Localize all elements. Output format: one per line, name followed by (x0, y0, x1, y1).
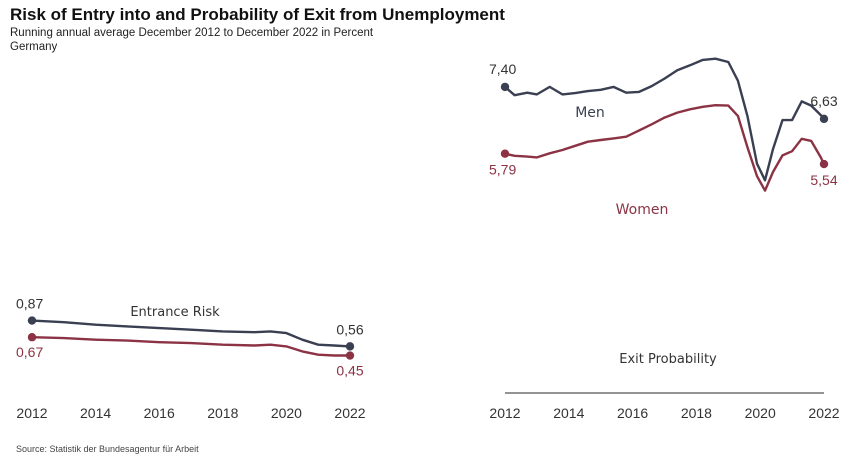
end-point-women (819, 159, 829, 169)
panel-title: Exit Probability (619, 352, 717, 367)
x-tick-label: 2022 (808, 405, 839, 421)
start-point-women (27, 333, 37, 342)
series-line-women (503, 103, 826, 192)
x-tick-label: 2020 (271, 405, 302, 421)
x-tick-label: 2022 (334, 405, 365, 421)
chart-title: Risk of Entry into and Probability of Ex… (10, 5, 505, 24)
panel-entrance-risk: Entrance Risk 2012 2014 2016 2018 2020 2022 0,8… (16, 296, 366, 421)
start-value-label-women: 5,79 (489, 162, 516, 178)
start-value-label-men: 7,40 (489, 61, 516, 77)
x-tick-label: 2012 (16, 405, 47, 421)
x-tick-label: 2020 (745, 405, 776, 421)
start-point-men (500, 82, 510, 92)
series-name-women: Women (616, 202, 669, 218)
source-note: Source: Statistik der Bundesagentur für … (16, 444, 199, 454)
x-tick-label: 2018 (207, 405, 238, 421)
chart-region: Germany (10, 41, 58, 53)
end-value-label-women: 0,45 (336, 363, 363, 379)
end-point-women (345, 351, 355, 360)
series-name-men: Men (575, 105, 605, 121)
x-tick-label: 2018 (681, 405, 712, 421)
end-point-men (345, 342, 355, 351)
start-value-label-women: 0,67 (16, 344, 43, 360)
panel-exit-probability: Exit Probability 2012 2014 2016 2018 2020 2022… (489, 57, 840, 421)
x-tick-label: 2016 (617, 405, 648, 421)
end-value-label-men: 6,63 (810, 93, 837, 109)
start-point-men (27, 316, 37, 325)
x-tick-label: 2016 (144, 405, 175, 421)
end-value-label-men: 0,56 (336, 321, 363, 337)
start-value-label-men: 0,87 (16, 296, 43, 312)
start-point-women (500, 149, 510, 158)
x-tick-label: 2014 (553, 405, 584, 421)
series-line-men (503, 57, 826, 182)
chart-subtitle: Running annual average December 2012 to … (10, 27, 374, 39)
series-line-men (30, 319, 352, 348)
x-tick-label: 2014 (80, 405, 111, 421)
panel-title: Entrance Risk (130, 305, 220, 320)
end-value-label-women: 5,54 (810, 172, 837, 188)
series-line-women (30, 336, 352, 357)
end-point-men (819, 114, 829, 124)
x-tick-label: 2012 (489, 405, 520, 421)
